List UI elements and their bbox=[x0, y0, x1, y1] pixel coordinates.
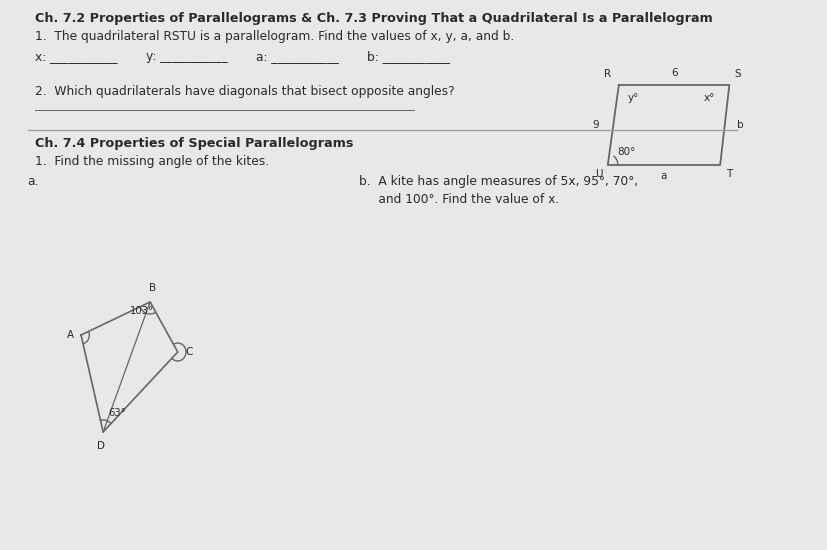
Text: b: b bbox=[736, 120, 743, 130]
Text: 2.  Which quadrilaterals have diagonals that bisect opposite angles?: 2. Which quadrilaterals have diagonals t… bbox=[35, 85, 454, 98]
Text: y: ___________: y: ___________ bbox=[146, 50, 227, 63]
Text: 9: 9 bbox=[591, 120, 598, 130]
Text: U: U bbox=[594, 169, 601, 179]
Text: x: ___________: x: ___________ bbox=[35, 50, 117, 63]
Text: Ch. 7.2 Properties of Parallelograms & Ch. 7.3 Proving That a Quadrilateral Is a: Ch. 7.2 Properties of Parallelograms & C… bbox=[35, 12, 712, 25]
Text: a: ___________: a: ___________ bbox=[256, 50, 338, 63]
Text: 1.  The quadrilateral RSTU is a parallelogram. Find the values of x, y, a, and b: 1. The quadrilateral RSTU is a parallelo… bbox=[35, 30, 514, 43]
Text: x°: x° bbox=[703, 93, 714, 103]
Text: B: B bbox=[149, 283, 156, 293]
Text: R: R bbox=[604, 69, 610, 79]
Text: 80°: 80° bbox=[616, 147, 634, 157]
Text: S: S bbox=[734, 69, 741, 79]
Text: 103°: 103° bbox=[130, 306, 154, 316]
Text: T: T bbox=[724, 169, 731, 179]
Text: A: A bbox=[66, 330, 74, 340]
Text: b.  A kite has angle measures of 5x, 95°, 70°,: b. A kite has angle measures of 5x, 95°,… bbox=[359, 175, 638, 188]
Text: 6: 6 bbox=[670, 68, 676, 78]
Text: 1.  Find the missing angle of the kites.: 1. Find the missing angle of the kites. bbox=[35, 155, 269, 168]
Text: a: a bbox=[660, 171, 667, 181]
Text: D: D bbox=[98, 441, 105, 451]
Text: y°: y° bbox=[628, 93, 638, 103]
Text: Ch. 7.4 Properties of Special Parallelograms: Ch. 7.4 Properties of Special Parallelog… bbox=[35, 137, 353, 150]
Text: and 100°. Find the value of x.: and 100°. Find the value of x. bbox=[359, 193, 559, 206]
Text: C: C bbox=[185, 347, 192, 357]
Text: a.: a. bbox=[27, 175, 39, 188]
Text: 63°: 63° bbox=[108, 408, 127, 418]
Text: b: ___________: b: ___________ bbox=[366, 50, 449, 63]
